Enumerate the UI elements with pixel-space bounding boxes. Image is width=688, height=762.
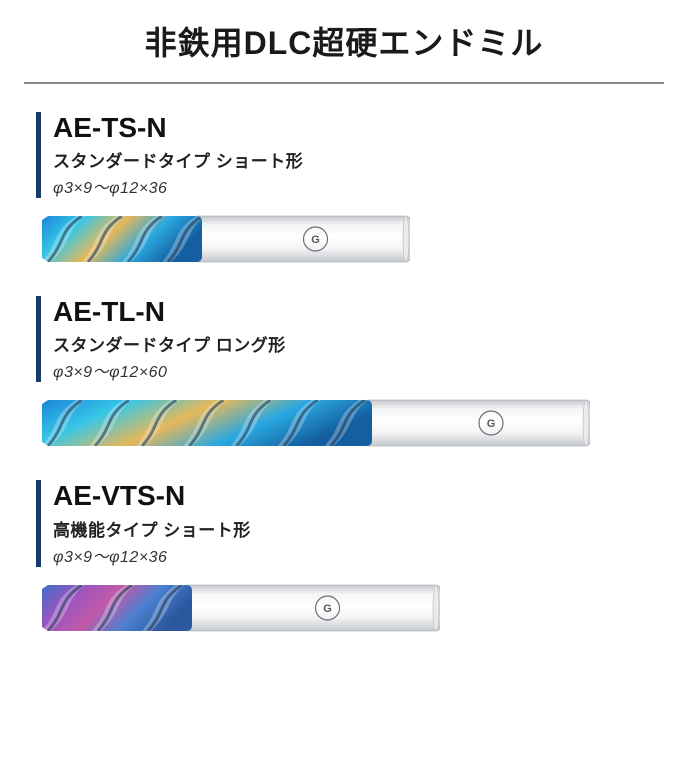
product-spec: φ3×9～φ12×60: [53, 358, 664, 382]
svg-text:G: G: [487, 418, 496, 430]
product-heading-block: AE-TL-N スタンダードタイプ ロング形 φ3×9～φ12×60: [36, 296, 664, 382]
product-heading-block: AE-TS-N スタンダードタイプ ショート形 φ3×9～φ12×36: [36, 112, 664, 198]
product-subtitle: 高機能タイプ ショート形: [53, 516, 664, 541]
endmill-icon: G: [40, 394, 590, 452]
tool-image: G: [40, 579, 664, 637]
product-subtitle: スタンダードタイプ ショート形: [53, 147, 664, 172]
tool-image: G: [40, 394, 664, 452]
tool-image: G: [40, 210, 664, 268]
product-spec: φ3×9～φ12×36: [53, 543, 664, 567]
endmill-icon: G: [40, 579, 440, 637]
title-divider: [24, 82, 664, 84]
product-model: AE-TS-N: [53, 112, 664, 144]
product-item: AE-TS-N スタンダードタイプ ショート形 φ3×9～φ12×36 G: [36, 112, 664, 268]
svg-text:G: G: [323, 603, 332, 615]
product-item: AE-VTS-N 高機能タイプ ショート形 φ3×9～φ12×36 G: [36, 480, 664, 636]
product-spec: φ3×9～φ12×36: [53, 174, 664, 198]
endmill-icon: G: [40, 210, 410, 268]
product-model: AE-TL-N: [53, 296, 664, 328]
product-heading-block: AE-VTS-N 高機能タイプ ショート形 φ3×9～φ12×36: [36, 480, 664, 566]
product-subtitle: スタンダードタイプ ロング形: [53, 331, 664, 356]
page-title: 非鉄用DLC超硬エンドミル: [24, 18, 664, 82]
product-model: AE-VTS-N: [53, 480, 664, 512]
svg-text:G: G: [311, 234, 320, 246]
product-item: AE-TL-N スタンダードタイプ ロング形 φ3×9～φ12×60 G: [36, 296, 664, 452]
product-list: AE-TS-N スタンダードタイプ ショート形 φ3×9～φ12×36 G AE…: [24, 112, 664, 637]
